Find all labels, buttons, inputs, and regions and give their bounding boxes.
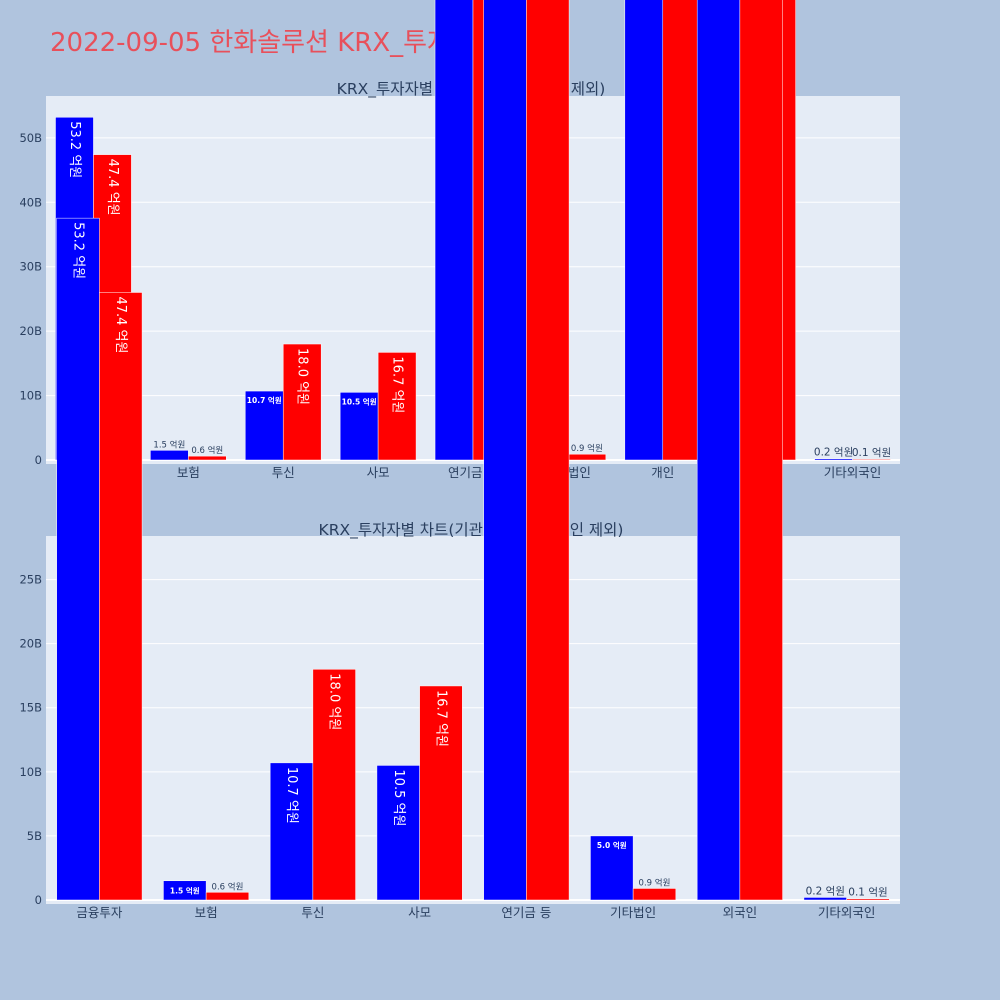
y-tick-label: 50B [19, 131, 42, 145]
bar [56, 217, 100, 901]
x-tick-label: 보험 [177, 465, 200, 480]
data-label: 0.2 억원 [814, 447, 853, 459]
x-tick-label: 보험 [195, 905, 218, 920]
y-tick-label: 0 [35, 453, 42, 467]
data-label: 5.0 억원 [597, 840, 627, 850]
bar [419, 685, 463, 901]
bar [567, 453, 607, 461]
data-label: 0.6 억원 [191, 445, 223, 456]
bar [99, 292, 143, 901]
data-label: 53.2 억원 [71, 222, 86, 279]
data-label: 18.0 억원 [327, 673, 342, 730]
data-label: 1.5 억원 [153, 439, 185, 450]
chart-title: KRX_투자자별 차트(기관합계_전체_개인 제외) [319, 521, 624, 540]
data-label: 0.6 억원 [212, 881, 244, 892]
bar [163, 880, 207, 901]
data-label: 0.1 억원 [848, 887, 887, 899]
bar [803, 897, 847, 901]
bar [814, 458, 853, 461]
bar [852, 458, 891, 461]
data-label: 0.2 억원 [806, 885, 845, 897]
x-tick-label: 투신 [272, 465, 295, 480]
x-tick-label: 연기금 등 [501, 905, 551, 920]
data-label: 10.7 억원 [284, 767, 299, 824]
bar [696, 0, 741, 901]
y-tick-label: 40B [19, 195, 42, 209]
bar [526, 0, 570, 901]
y-tick-label: 25B [19, 573, 42, 587]
x-tick-label: 기타외국인 [818, 905, 876, 920]
bar [624, 0, 664, 461]
bar [188, 455, 227, 461]
data-label: 53.2 억원 [67, 121, 82, 178]
y-tick-label: 20B [19, 637, 42, 651]
y-tick-label: 30B [19, 260, 42, 274]
x-tick-label: 금융투자 [76, 905, 123, 920]
bar [739, 0, 783, 901]
data-label: 47.4 억원 [113, 296, 128, 353]
x-tick-label: 개인 [651, 465, 674, 480]
bar [150, 450, 189, 461]
bar [269, 762, 314, 901]
bar [483, 0, 527, 901]
data-label: 10.5 억원 [391, 769, 406, 826]
data-label: 47.4 억원 [105, 159, 120, 216]
x-tick-label: 기타법인 [610, 905, 656, 920]
data-label: 10.5 억원 [342, 396, 377, 406]
data-label: 1.5 억원 [170, 885, 200, 895]
bar [434, 0, 474, 461]
x-tick-label: 사모 [408, 905, 431, 920]
bar [312, 669, 356, 901]
data-label: 16.7 억원 [390, 356, 405, 413]
bar [205, 892, 250, 901]
y-tick-label: 0 [35, 893, 42, 907]
bar [376, 765, 420, 901]
y-tick-label: 10B [19, 389, 42, 403]
chart-2: 0 5B 10B 15B 20B 25B KRX_투자자별 차트(기관합계_전체_개인 제외… [19, 0, 900, 920]
bar [282, 343, 322, 461]
bar [339, 392, 379, 461]
data-label: 16.7 억원 [433, 690, 448, 747]
bar [846, 898, 890, 901]
data-label: 0.9 억원 [639, 877, 671, 888]
bar [632, 888, 677, 901]
data-label: 0.9 억원 [571, 443, 603, 454]
bar [377, 352, 417, 461]
y-tick-label: 10B [19, 765, 42, 779]
x-tick-label: 투신 [301, 905, 324, 920]
y-tick-label: 15B [19, 701, 42, 715]
bar [590, 835, 634, 901]
bar [662, 0, 701, 461]
x-tick-label: 외국인 [723, 905, 758, 920]
y-tick-label: 20B [19, 324, 42, 338]
x-tick-label: 기타외국인 [824, 465, 882, 480]
data-label: 0.1 억원 [852, 447, 891, 459]
data-label: 18.0 억원 [295, 348, 310, 405]
x-tick-label: 사모 [367, 465, 390, 480]
y-tick-label: 5B [27, 829, 42, 843]
data-label: 10.7 억원 [247, 395, 282, 405]
